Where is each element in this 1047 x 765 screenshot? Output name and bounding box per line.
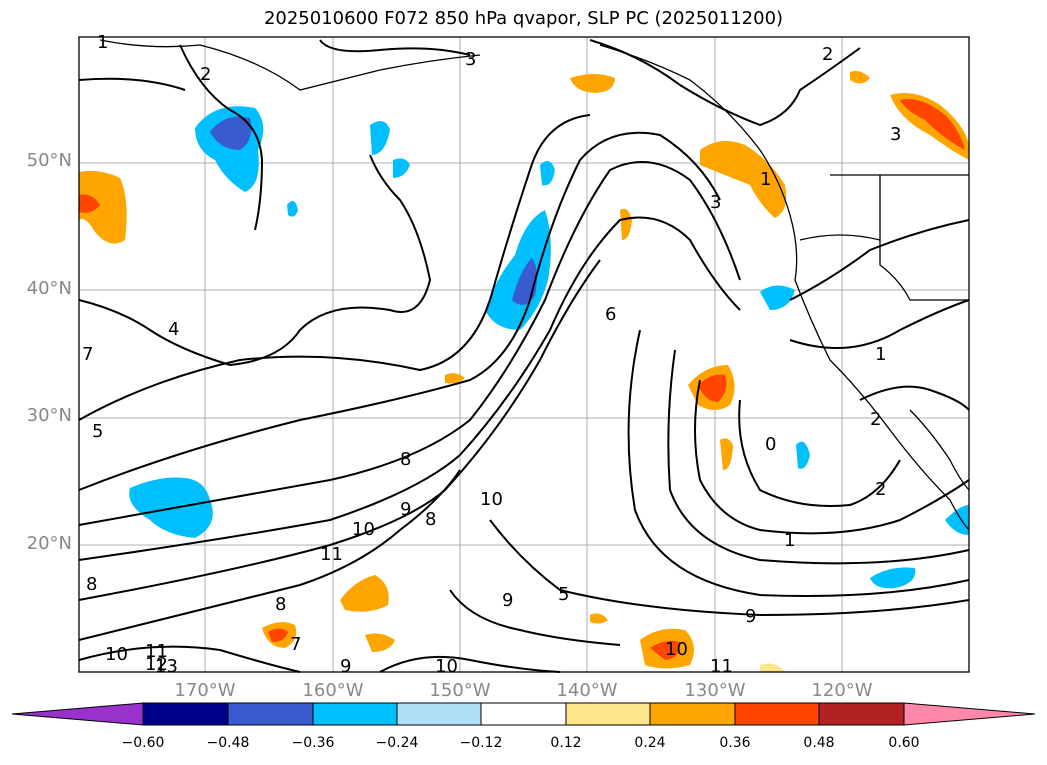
colorbar-tick: −0.12 — [459, 735, 503, 751]
contour-label: 2 — [200, 64, 211, 85]
colorbar-extend-low — [11, 702, 144, 726]
contour-label: 7 — [290, 634, 301, 655]
colorbar-tick: 0.12 — [550, 735, 582, 751]
colorbar-tick: 0.24 — [634, 735, 666, 751]
slp-contours — [78, 39, 970, 673]
map-frame — [78, 36, 970, 673]
contour-label: 5 — [558, 584, 569, 605]
map-title: 2025010600 F072 850 hPa qvapor, SLP PC (… — [263, 8, 784, 29]
lat-label: 20°N — [26, 533, 72, 554]
contour-label: 3 — [710, 192, 721, 213]
contour-label: 12 — [145, 654, 168, 675]
lon-label: 130°W — [684, 680, 746, 701]
contour-label: 6 — [605, 304, 616, 325]
contour-label: 10 — [435, 656, 458, 677]
lon-label: 120°W — [811, 680, 873, 701]
colorbar — [11, 702, 1036, 726]
contour-label: 11 — [145, 641, 168, 662]
contour-label: 10 — [480, 489, 503, 510]
contour-label: 8 — [400, 449, 411, 470]
lat-label: 40°N — [26, 278, 72, 299]
contour-label: 9 — [745, 606, 756, 627]
colorbar-tick: 0.60 — [888, 735, 920, 751]
contour-label: 1 — [97, 32, 108, 53]
lon-label: 170°W — [174, 680, 236, 701]
contour-label: 9 — [400, 499, 411, 520]
colorbar-tick: −0.60 — [121, 735, 165, 751]
contour-label: 3 — [890, 124, 901, 145]
contour-label: 2 — [870, 409, 881, 430]
contour-label: 0 — [765, 434, 776, 455]
colorbar-tick: −0.48 — [206, 735, 250, 751]
contour-label: 8 — [86, 574, 97, 595]
contour-label: 1 — [875, 344, 886, 365]
contour-label: 4 — [168, 319, 179, 340]
contour-label: 7 — [82, 344, 93, 365]
lat-label: 50°N — [26, 150, 72, 171]
contour-label: 11 — [710, 656, 733, 677]
contour-label: 5 — [92, 421, 103, 442]
coastlines — [99, 39, 970, 531]
colorbar-tick: −0.24 — [375, 735, 419, 751]
contour-label: 2 — [822, 44, 833, 65]
contour-label: 11 — [320, 544, 343, 565]
contour-label: 10 — [665, 639, 688, 660]
contour-label: 1 — [784, 530, 795, 551]
contour-label: 1 — [760, 169, 771, 190]
contour-label: 9 — [340, 656, 351, 677]
lon-label: 150°W — [429, 680, 491, 701]
contour-label: 10 — [352, 519, 375, 540]
colorbar-tick: −0.36 — [291, 735, 335, 751]
colorbar-tick: 0.48 — [803, 735, 835, 751]
contour-labels: 1 2 3 2 3 3 4 1 2 5 7 8 9 10 11 10 8 1 0… — [82, 32, 901, 677]
contour-label: 10 — [105, 644, 128, 665]
lon-label: 160°W — [302, 680, 364, 701]
lon-label: 140°W — [556, 680, 618, 701]
colorbar-tick: 0.36 — [719, 735, 751, 751]
contour-label: 8 — [275, 594, 286, 615]
contour-label: 13 — [155, 656, 178, 677]
contour-label: 8 — [425, 509, 436, 530]
contour-label: 3 — [465, 49, 476, 70]
lat-label: 30°N — [26, 405, 72, 426]
contour-label: 2 — [875, 479, 886, 500]
colorbar-extend-high — [903, 702, 1036, 726]
contour-label: 9 — [502, 590, 513, 611]
